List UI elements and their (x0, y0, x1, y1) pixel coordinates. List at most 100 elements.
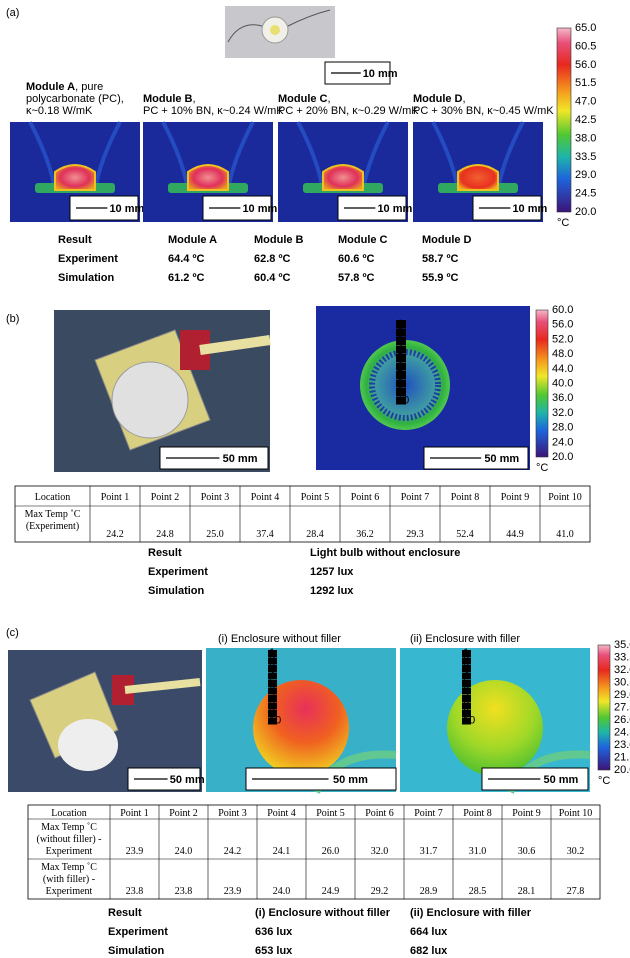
colorbar-label: 56.0 (552, 319, 573, 331)
result-cell: 636 lux (255, 926, 293, 938)
result-cell: 60.4 ºC (254, 272, 290, 284)
colorbar-label: 20.0 (575, 206, 596, 218)
colorbar-label: 20.0 (552, 451, 573, 463)
table-header: Point 3 (201, 492, 230, 503)
result-cell: Result (148, 547, 182, 559)
table-cell: 24.1 (273, 846, 291, 857)
table-cell: 31.7 (420, 846, 438, 857)
colorbar-label: 35.0 (614, 639, 630, 651)
bulb (58, 719, 118, 771)
module-name: Module D (413, 93, 463, 105)
result-cell: (ii) Enclosure with filler (410, 907, 532, 919)
colorbar-unit: °C (598, 775, 610, 787)
row-label: (Experiment) (26, 521, 79, 532)
table-header: Point 6 (351, 492, 380, 503)
result-cell: Experiment (148, 566, 208, 578)
table-header: Point 6 (365, 808, 394, 819)
module-label: Module C, (278, 93, 331, 105)
module-label: Module A, pure (26, 81, 103, 93)
colorbar-label: 27.5 (614, 702, 630, 714)
result-cell: Module D (422, 234, 472, 246)
panel-label: (b) (6, 313, 19, 325)
table-header: Location (35, 492, 71, 503)
table-cell: 23.9 (224, 886, 242, 897)
colorbar-label: 47.0 (575, 96, 596, 108)
colorbar (557, 28, 571, 212)
table-header: Point 9 (512, 808, 541, 819)
colorbar-label: 24.5 (614, 727, 630, 739)
result-cell: 1292 lux (310, 585, 354, 597)
colorbar-label: 32.0 (614, 664, 630, 676)
table-header: Location (51, 808, 87, 819)
colorbar-label: 20.0 (614, 764, 630, 776)
module-desc: , (463, 93, 466, 105)
scale-label: 10 mm (363, 68, 398, 80)
figure: (a)10 mm65.060.556.051.547.042.538.033.5… (0, 0, 630, 958)
panel-label: (a) (6, 7, 19, 19)
table-header: Point 10 (548, 492, 582, 503)
colorbar-label: 40.0 (552, 378, 573, 390)
scale-label: 50 mm (333, 774, 368, 786)
scale-label: 10 mm (512, 203, 547, 215)
table-header: Point 4 (251, 492, 280, 503)
colorbar-label: 29.0 (575, 169, 596, 181)
table-cell: 29.3 (406, 529, 424, 540)
result-cell: 62.8 ºC (254, 253, 290, 265)
colorbar-label: 42.5 (575, 114, 596, 126)
table-header: Point 5 (301, 492, 330, 503)
hot-module (323, 165, 363, 190)
colorbar-unit: °C (536, 462, 548, 474)
colorbar-label: 28.0 (552, 422, 573, 434)
table-cell: 24.8 (156, 529, 174, 540)
table-header: Point 8 (451, 492, 480, 503)
row-label: Experiment (46, 886, 93, 897)
colorbar-label: 24.0 (552, 436, 573, 448)
table-cell: 28.9 (420, 886, 438, 897)
result-cell: 55.9 ºC (422, 272, 458, 284)
result-cell: Light bulb without enclosure (310, 547, 460, 559)
table-cell: 23.8 (175, 886, 193, 897)
table-cell: 26.0 (322, 846, 340, 857)
scale-label: 50 mm (170, 774, 205, 786)
colorbar-unit: °C (557, 217, 569, 229)
colorbar-label: 60.5 (575, 40, 596, 52)
table-cell: 30.2 (567, 846, 585, 857)
table-cell: 28.1 (518, 886, 536, 897)
table-cell: 24.0 (273, 886, 291, 897)
table-cell: 24.2 (106, 529, 124, 540)
module-label: Module B, (143, 93, 196, 105)
colorbar-label: 65.0 (575, 22, 596, 34)
colorbar (536, 310, 548, 457)
table-cell: 41.0 (556, 529, 574, 540)
table-header: Point 10 (559, 808, 593, 819)
image-title: (ii) Enclosure with filler (410, 633, 520, 645)
table-cell: 32.0 (371, 846, 389, 857)
result-cell: 653 lux (255, 945, 293, 957)
result-cell: (i) Enclosure without filler (255, 907, 391, 919)
scale-label: 50 mm (484, 453, 519, 465)
colorbar-label: 29.0 (614, 689, 630, 701)
table-header: Point 3 (218, 808, 247, 819)
colorbar-label: 48.0 (552, 348, 573, 360)
probe-label: 10 (463, 715, 475, 727)
colorbar-label: 56.0 (575, 59, 596, 71)
module-desc: PC + 10% BN, κ~0.24 W/mK (143, 105, 284, 117)
result-cell: 1257 lux (310, 566, 354, 578)
table-header: Point 2 (151, 492, 180, 503)
table-header: Point 4 (267, 808, 296, 819)
module-desc: , (193, 93, 196, 105)
scale-label: 10 mm (242, 203, 277, 215)
row-label: (with filler) - (43, 874, 95, 885)
result-cell: Experiment (108, 926, 168, 938)
thermal-bulb (447, 680, 543, 776)
module-desc: PC + 30% BN, κ~0.45 W/mK (413, 105, 554, 117)
scale-label: 10 mm (109, 203, 144, 215)
table-cell: 44.9 (506, 529, 524, 540)
result-cell: 664 lux (410, 926, 448, 938)
table-header: Point 9 (501, 492, 530, 503)
result-cell: Simulation (148, 585, 205, 597)
hot-module (55, 165, 95, 190)
result-cell: 60.6 ºC (338, 253, 374, 265)
colorbar-label: 32.0 (552, 407, 573, 419)
colorbar-label: 30.5 (614, 677, 630, 689)
